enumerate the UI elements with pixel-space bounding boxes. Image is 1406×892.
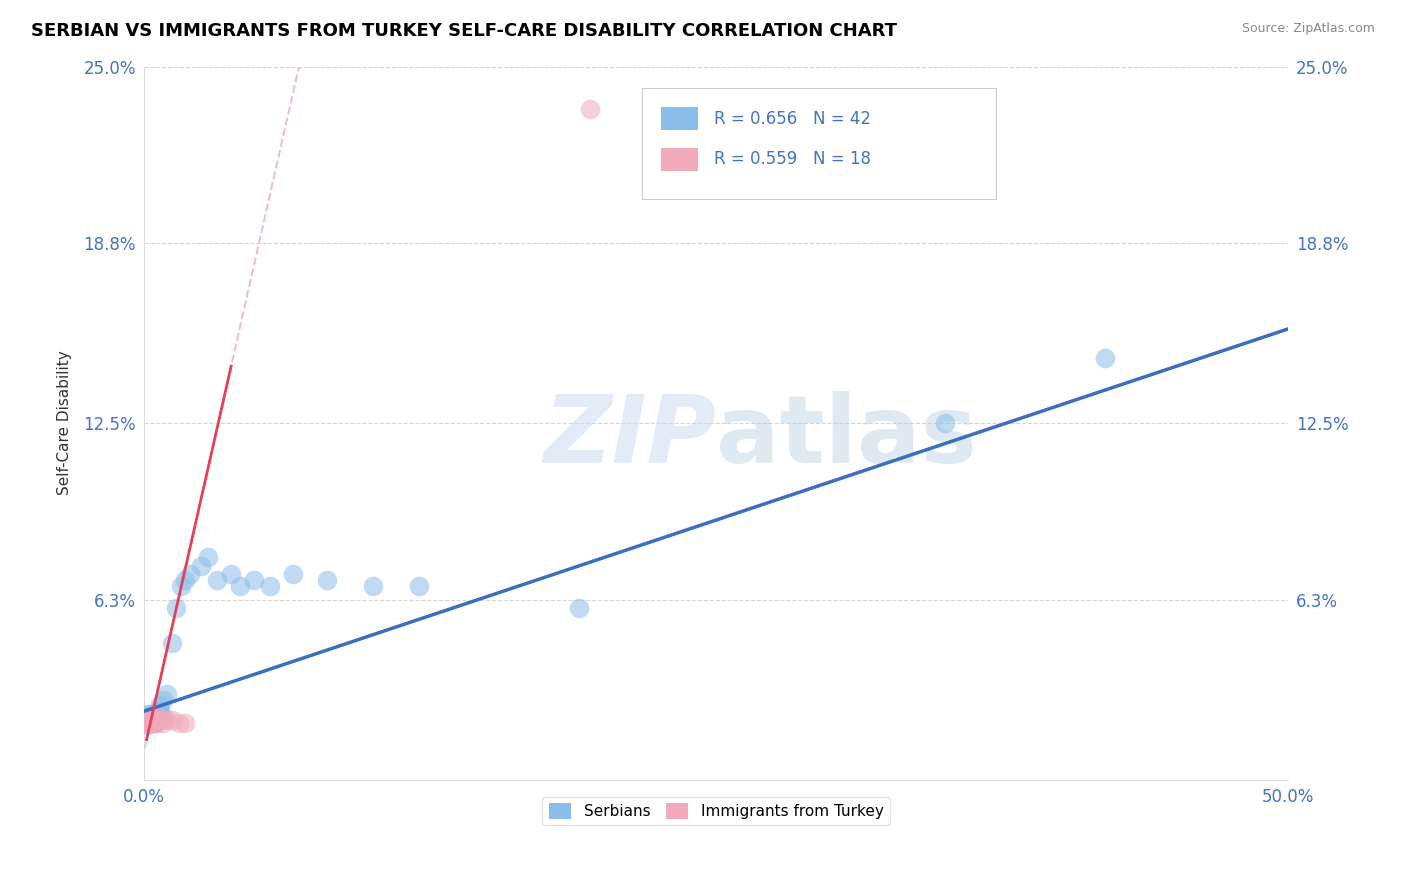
Point (146, 710, 169, 724)
Point (138, 715, 160, 730)
Text: SERBIAN VS IMMIGRANTS FROM TURKEY SELF-CARE DISABILITY CORRELATION CHART: SERBIAN VS IMMIGRANTS FROM TURKEY SELF-C… (31, 22, 897, 40)
Point (145, 710, 167, 724)
Point (174, 715, 197, 730)
Point (568, 601, 591, 615)
Point (139, 710, 162, 724)
Point (138, 715, 160, 730)
Point (149, 713, 172, 727)
Point (152, 715, 174, 730)
Point (156, 713, 179, 727)
Point (146, 704, 169, 718)
Point (152, 692, 174, 706)
Point (179, 567, 201, 582)
Point (146, 710, 169, 724)
Point (139, 710, 162, 724)
Point (135, 706, 157, 721)
Text: Source: ZipAtlas.com: Source: ZipAtlas.com (1241, 22, 1375, 36)
Point (361, 579, 384, 593)
Point (408, 579, 430, 593)
Point (229, 579, 252, 593)
Point (142, 715, 165, 730)
Point (142, 706, 165, 721)
Point (167, 715, 190, 730)
FancyBboxPatch shape (661, 107, 697, 130)
Point (160, 636, 183, 650)
Point (316, 573, 339, 587)
Point (145, 715, 167, 730)
Legend: Serbians, Immigrants from Turkey: Serbians, Immigrants from Turkey (543, 797, 890, 825)
Point (149, 698, 172, 713)
Point (135, 713, 157, 727)
Y-axis label: Self-Care Disability: Self-Care Disability (58, 351, 72, 495)
Point (139, 713, 162, 727)
Point (1094, 351, 1116, 365)
Point (139, 713, 162, 727)
Point (135, 715, 157, 730)
Point (135, 718, 157, 732)
Point (149, 704, 172, 718)
Point (142, 710, 165, 724)
Point (156, 687, 179, 701)
Point (174, 573, 197, 587)
Point (207, 573, 229, 587)
Point (170, 579, 193, 593)
Point (138, 713, 160, 727)
Point (190, 558, 212, 573)
Text: R = 0.656   N = 42: R = 0.656 N = 42 (714, 110, 870, 128)
Point (138, 710, 160, 724)
Point (139, 706, 162, 721)
Point (160, 713, 183, 727)
Point (139, 715, 162, 730)
Point (145, 713, 167, 727)
FancyBboxPatch shape (661, 148, 697, 170)
Text: ZIP: ZIP (543, 392, 716, 483)
FancyBboxPatch shape (641, 88, 997, 199)
Point (934, 416, 956, 430)
Point (281, 567, 304, 582)
Point (165, 601, 187, 615)
Point (139, 715, 162, 730)
Point (145, 715, 167, 730)
Point (259, 579, 281, 593)
Point (142, 713, 165, 727)
Point (145, 713, 167, 727)
Point (142, 715, 165, 730)
Point (152, 710, 174, 724)
Point (243, 573, 266, 587)
Text: R = 0.559   N = 18: R = 0.559 N = 18 (714, 150, 870, 169)
Point (219, 567, 242, 582)
Point (135, 713, 157, 727)
Point (197, 550, 219, 565)
Point (138, 710, 160, 724)
Point (579, 103, 602, 117)
Text: atlas: atlas (716, 392, 977, 483)
